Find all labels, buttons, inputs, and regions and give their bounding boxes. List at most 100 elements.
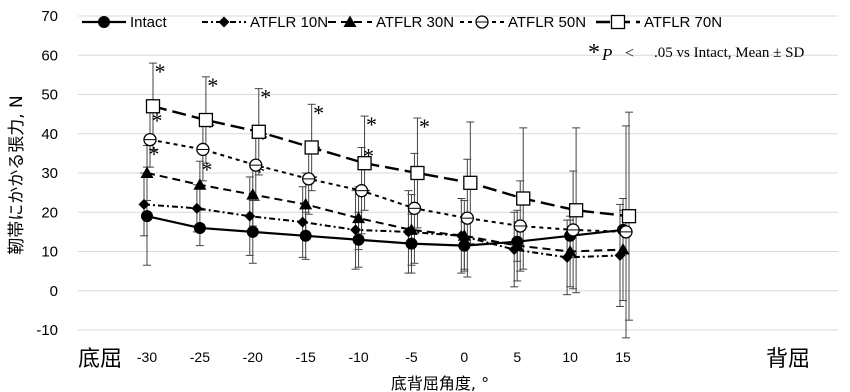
atflr-70n-point <box>621 209 637 224</box>
atflr-10n-point <box>297 216 309 228</box>
legend-marker-atflr-50n <box>475 15 489 29</box>
atflr-50n-point <box>619 225 633 239</box>
x-tick-label: -10 <box>348 349 368 365</box>
atflr-30n-point <box>246 188 260 200</box>
atflr-30n-point <box>563 245 577 257</box>
x-tick-label: 15 <box>615 349 631 365</box>
atflr-70n-point <box>145 99 161 114</box>
annotation-lt: < <box>625 45 634 62</box>
atflr-30n-significance-star: * <box>201 157 212 182</box>
atflr-30n-line <box>146 172 624 253</box>
x-tick-label: -20 <box>243 349 263 365</box>
atflr-70n-point <box>463 175 478 190</box>
plot-area: **************** <box>138 59 637 339</box>
atflr-10n-point <box>138 198 150 210</box>
x-right-label: 背屈 <box>766 347 810 372</box>
y-tick-label: 10 <box>41 244 58 261</box>
intact-line <box>146 215 624 247</box>
atflr-30n-point <box>193 178 207 190</box>
atflr-70n-significance-star: * <box>155 59 166 84</box>
x-tick-label: 0 <box>460 349 468 365</box>
atflr-30n-point <box>616 243 630 255</box>
intact-point <box>299 229 312 242</box>
annotation-star: * <box>588 40 600 66</box>
atflr-50n-point <box>354 184 369 198</box>
atflr-70n-point <box>357 156 372 171</box>
legend-label-atflr-70n: ATFLR 70N <box>644 14 722 31</box>
atflr-50n-significance-star: * <box>363 143 374 168</box>
intact-point <box>193 221 206 234</box>
y-tick-label: 50 <box>41 87 58 104</box>
atflr-70n-significance-star: * <box>207 73 218 98</box>
y-axis: -10 0 10 20 30 40 50 60 70 <box>36 8 58 339</box>
y-tick-label: 40 <box>41 126 58 143</box>
atflr-50n-point <box>513 219 527 233</box>
intact-point <box>458 239 471 252</box>
atflr-70n-point <box>251 124 266 139</box>
legend-marker-atflr-10n <box>218 16 230 28</box>
atflr-10n-point <box>244 210 256 222</box>
atflr-10n-point <box>561 251 573 263</box>
annotation-text: .05 vs Intact, Mean ± SD <box>654 45 804 61</box>
atflr-70n-point <box>568 203 584 218</box>
y-tick-label: 20 <box>41 204 58 221</box>
atflr-50n-point <box>196 142 210 157</box>
atflr-50n-point <box>460 211 474 225</box>
legend-marker-atflr-70n <box>610 14 626 30</box>
atflr-50n-line <box>149 138 627 233</box>
intact-point <box>141 210 153 223</box>
atflr-50n-point <box>566 223 580 237</box>
x-tick-label: -30 <box>137 349 157 365</box>
atflr-70n-significance-star: * <box>313 100 324 125</box>
y-tick-label: 0 <box>50 283 58 300</box>
atflr-30n-point <box>352 211 366 224</box>
atflr-70n-significance-star: * <box>260 85 271 110</box>
atflr-70n-significance-star: * <box>419 114 430 139</box>
x-tick-label: -5 <box>405 349 418 365</box>
atflr-10n-point <box>191 202 203 214</box>
annotation-p: P <box>601 45 612 64</box>
intact-point <box>246 225 259 238</box>
atflr-50n-point <box>143 132 157 147</box>
y-tick-label: 60 <box>41 47 58 64</box>
legend-label-atflr-10n: ATFLR 10N <box>250 14 328 31</box>
y-tick-label: -10 <box>36 322 58 339</box>
x-tick-label: 10 <box>562 349 578 365</box>
x-axis: -30 -25 -20 -15 -10 -5 0 5 10 15 <box>137 349 631 365</box>
intact-point <box>405 237 418 250</box>
atflr-50n-point <box>249 158 263 172</box>
atflr-30n-point <box>510 239 524 251</box>
atflr-30n-significance-star: * <box>149 142 160 167</box>
atflr-50n-point <box>302 172 316 186</box>
significance-annotation: * P < .05 vs Intact, Mean ± SD <box>588 40 804 66</box>
y-tick-label: 70 <box>41 8 58 25</box>
legend-label-intact: Intact <box>130 14 168 31</box>
atflr-70n-point <box>410 165 425 181</box>
atflr-50n-point <box>407 201 422 215</box>
gridlines <box>78 15 838 331</box>
atflr-70n-significance-star: * <box>366 112 377 137</box>
legend-label-atflr-30n: ATFLR 30N <box>376 14 454 31</box>
x-tick-label: 5 <box>513 349 521 365</box>
x-left-label: 底屈 <box>78 347 122 372</box>
atflr-70n-point <box>304 140 319 155</box>
y-tick-label: 30 <box>41 165 58 182</box>
atflr-30n-point <box>299 197 313 210</box>
atflr-30n-point <box>404 223 418 235</box>
x-tick-label: -15 <box>296 349 316 365</box>
legend-marker-intact <box>98 16 110 28</box>
atflr-10n-line <box>143 203 621 259</box>
x-axis-label: 底背屈角度, ° <box>391 374 489 392</box>
atflr-10n-point <box>350 224 362 236</box>
y-axis-label: 靭帯にかかる張力, N <box>7 95 27 255</box>
x-tick-label: -25 <box>190 349 210 365</box>
atflr-70n-line <box>152 105 630 218</box>
atflr-70n-point <box>198 112 214 128</box>
legend-label-atflr-50n: ATFLR 50N <box>508 14 586 31</box>
atflr-30n-significance-star: * <box>254 159 265 184</box>
legend: Intact ATFLR 10N ATFLR 30N ATFLR 50N ATFLR 7… <box>82 14 722 31</box>
atflr-30n-point <box>140 166 154 178</box>
intact-point <box>352 233 365 246</box>
atflr-70n-point <box>516 191 531 206</box>
